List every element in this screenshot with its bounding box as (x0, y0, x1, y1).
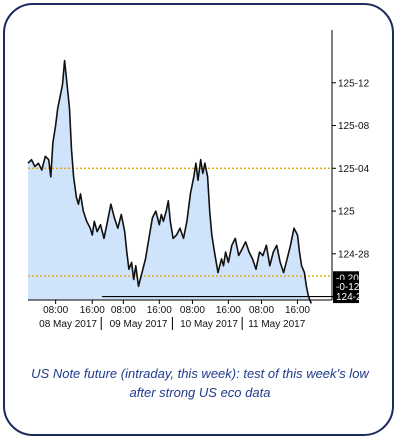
x-tick-label-3: 16:00 (147, 305, 172, 316)
y-tick-label-3: 125 (338, 207, 355, 218)
value-box-label-1: -0-12 (336, 282, 360, 293)
value-box-2 (333, 290, 359, 304)
value-box-label-0: -0.20% (336, 273, 368, 284)
x-date-label-1: 09 May 2017 (110, 319, 168, 330)
x-tick-label-2: 08:00 (111, 305, 136, 316)
chart-caption: US Note future (intraday, this week): te… (20, 364, 380, 402)
price-area-fill (28, 60, 312, 304)
y-tick-label-4: 124-28 (338, 249, 370, 260)
caption-line-2: after strong US eco data (129, 385, 271, 400)
x-tick-label-5: 16:00 (216, 305, 241, 316)
y-tick-label-1: 125-08 (338, 121, 370, 132)
x-date-label-3: 11 May 2017 (248, 319, 306, 330)
x-tick-label-6: 08:00 (249, 305, 274, 316)
x-tick-label-7: 16:00 (285, 305, 310, 316)
x-tick-label-0: 08:00 (43, 305, 68, 316)
y-tick-label-2: 125-04 (338, 164, 370, 175)
x-date-label-2: 10 May 2017 (180, 319, 238, 330)
value-box-1 (333, 279, 359, 293)
price-line (27, 59, 313, 304)
y-tick-label-0: 125-12 (338, 78, 370, 89)
x-tick-label-4: 08:00 (180, 305, 205, 316)
x-tick-label-1: 16:00 (80, 305, 105, 316)
x-date-label-0: 08 May 2017 (39, 319, 97, 330)
caption-line-1: US Note future (intraday, this week): te… (31, 366, 369, 381)
value-box-label-2: 124-24 (336, 292, 368, 303)
